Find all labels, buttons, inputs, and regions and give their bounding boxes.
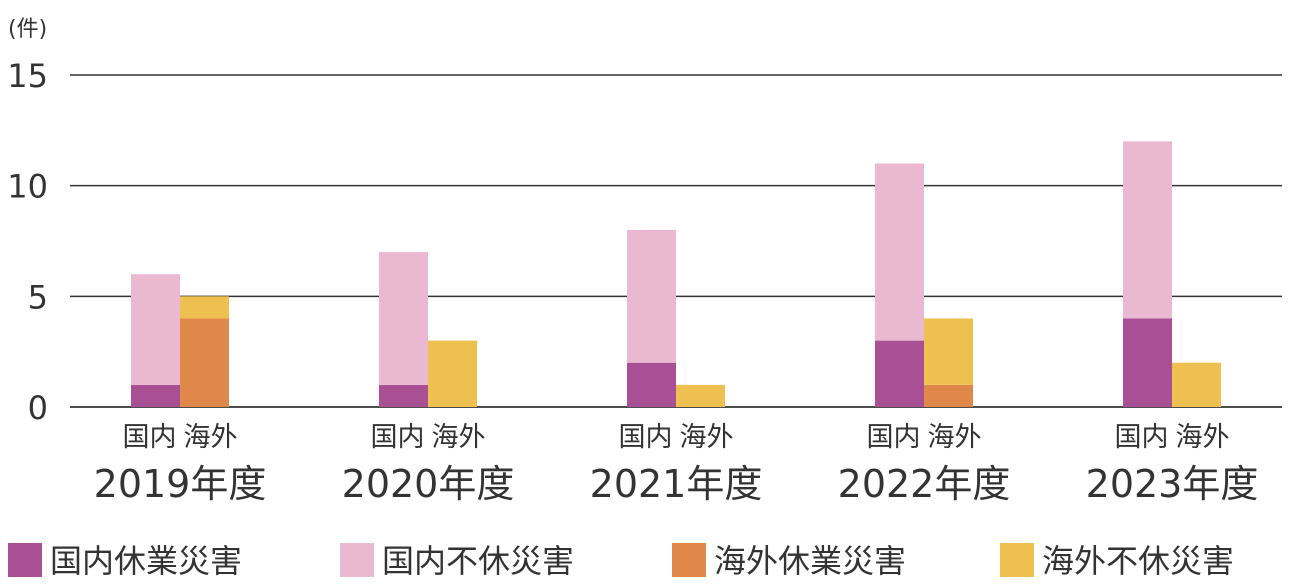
bar-segment [875,163,924,341]
y-tick-label: 10 [7,168,48,206]
y-tick-label: 5 [28,278,48,316]
category-label: 2019年度 [94,462,267,506]
bar-segment [627,229,676,363]
y-tick-label: 15 [7,57,48,95]
category-label: 2023年度 [1086,462,1259,506]
legend-swatch [340,543,374,577]
legend: 国内休業災害 国内不休災害 海外休業災害 海外不休災害 [8,542,1234,580]
group-label-domestic: 国内 [371,422,425,453]
bar-segment [627,362,676,407]
group-label-overseas: 海外 [184,422,238,453]
bar-segment [1123,141,1172,319]
legend-label: 海外不休災害 [1042,542,1234,580]
group-label-domestic: 国内 [619,422,673,453]
bar-segment [875,340,924,407]
legend-label: 海外休業災害 [714,542,906,580]
group-label-overseas: 海外 [928,422,982,453]
bar-segment [131,274,180,385]
bar-segment [180,296,229,319]
group-label-domestic: 国内 [867,422,921,453]
bar-segment [1123,318,1172,407]
bar-segment [131,384,180,407]
group-label-overseas: 海外 [1176,422,1230,453]
legend-swatch [8,543,42,577]
y-axis-unit: (件) [8,17,47,42]
bar-segment [428,340,477,407]
bar-segment [924,318,973,385]
group-label-domestic: 国内 [1115,422,1169,453]
category-label: 2022年度 [838,462,1011,506]
bars [131,141,1221,407]
category-label: 2021年度 [590,462,763,506]
bar-segment [379,252,428,385]
category-label: 2020年度 [342,462,515,506]
legend-swatch [1000,543,1034,577]
group-label-overseas: 海外 [432,422,486,453]
bar-segment [924,384,973,407]
legend-label: 国内不休災害 [382,542,574,580]
group-label-overseas: 海外 [680,422,734,453]
bar-segment [379,384,428,407]
bar-segment [1172,362,1221,407]
legend-swatch [672,543,706,577]
legend-label: 国内休業災害 [50,542,242,580]
bar-segment [180,318,229,407]
y-tick-label: 0 [28,389,48,427]
group-label-domestic: 国内 [123,422,177,453]
bar-segment [676,384,725,407]
